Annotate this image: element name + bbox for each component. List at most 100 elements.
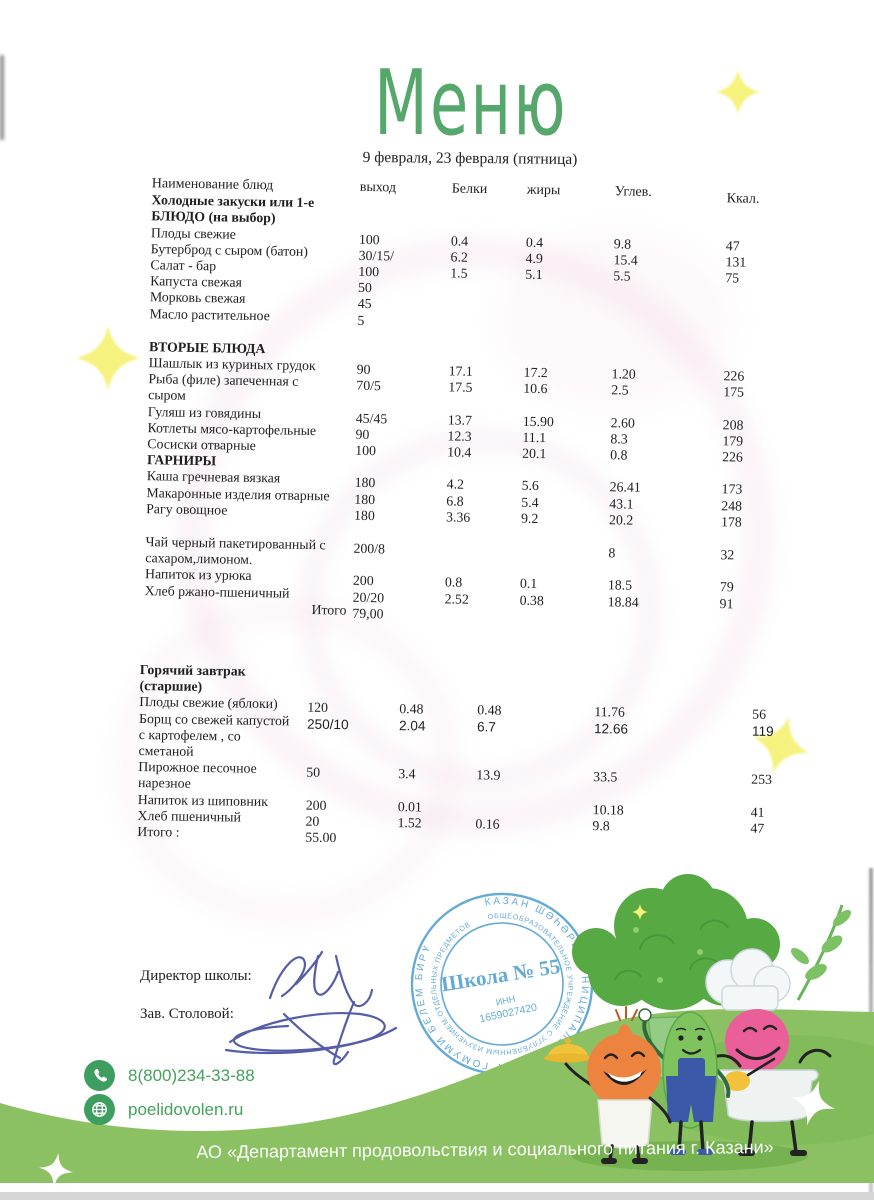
value-fat: 0.48 bbox=[477, 702, 502, 719]
value-fat: 20.1 bbox=[522, 445, 547, 462]
value-protein: 12.3 bbox=[447, 428, 472, 444]
value-fat: 15.90 bbox=[522, 413, 554, 429]
value-fat: 0.4 bbox=[525, 234, 544, 250]
chef-hat-icon bbox=[705, 948, 791, 1011]
stamp-inn-label: ИНН bbox=[495, 994, 516, 1008]
pot-chef-character bbox=[704, 948, 832, 1156]
value-out: 50 bbox=[306, 764, 321, 781]
value-protein: 17.1 bbox=[448, 363, 473, 379]
value-carbs: 26.41 bbox=[609, 479, 641, 496]
value-out: 79,00 bbox=[352, 605, 384, 622]
value-kcal: 47 bbox=[750, 820, 765, 836]
value-protein: 0.01 bbox=[397, 798, 423, 815]
value-out: 180 bbox=[353, 507, 375, 524]
value-fat: 13.9 bbox=[476, 767, 501, 783]
director-signature-label: Директор школы: bbox=[140, 968, 252, 984]
white-sparkle-icon bbox=[39, 1153, 73, 1187]
canteen-signature-label: Зав. Столовой: bbox=[140, 1006, 234, 1022]
value-carbs: 9.8 bbox=[592, 817, 610, 834]
value-protein: 2.52 bbox=[444, 591, 469, 607]
onion-character bbox=[544, 1006, 672, 1164]
contact-phone-row: 8(800)234-33-88 bbox=[84, 1060, 255, 1091]
value-carbs: 2.5 bbox=[611, 382, 629, 398]
value-protein: 4.2 bbox=[446, 476, 465, 493]
value-out: 100 bbox=[358, 231, 380, 247]
value-out: 120 bbox=[307, 700, 329, 716]
menu-section: ВТОРЫЕ БЛЮДА Шашлык из куриных грудок 90 17… bbox=[135, 339, 817, 465]
cucumber-character bbox=[638, 1008, 731, 1155]
value-fat: 11.1 bbox=[522, 429, 547, 445]
column-header-carbs: Углев. bbox=[614, 184, 652, 200]
phone-number: 8(800)234-33-88 bbox=[128, 1065, 255, 1085]
value-kcal: 79 bbox=[719, 579, 734, 595]
value-fat: 9.2 bbox=[520, 510, 539, 526]
value-kcal: 41 bbox=[750, 804, 765, 820]
value-carbs: 18.84 bbox=[607, 593, 639, 610]
value-carbs bbox=[613, 317, 725, 319]
value-protein: 3.36 bbox=[445, 509, 471, 525]
value-out: 50 bbox=[357, 280, 373, 296]
value-fat bbox=[525, 299, 613, 301]
value-kcal: 75 bbox=[725, 270, 740, 286]
contact-site-row: poelidovolen.ru bbox=[84, 1094, 243, 1125]
value-protein: 3.4 bbox=[398, 766, 416, 782]
column-header-out: выход bbox=[359, 179, 397, 196]
phone-icon bbox=[84, 1060, 115, 1091]
column-header-protein: Белки bbox=[451, 181, 488, 198]
value-out: 100 bbox=[355, 442, 377, 459]
section-heading: Горячий завтрак (старшие) bbox=[139, 662, 246, 695]
value-protein: 6.2 bbox=[450, 249, 469, 265]
globe-icon bbox=[84, 1094, 115, 1125]
canteen-signature-ink bbox=[224, 1000, 398, 1066]
director-signature-ink bbox=[268, 950, 374, 1008]
value-kcal: 248 bbox=[721, 497, 743, 514]
value-kcal: 175 bbox=[723, 384, 745, 400]
value-kcal: 226 bbox=[723, 368, 745, 384]
value-out: 100 bbox=[358, 263, 380, 280]
value-out: 250/10 bbox=[306, 716, 349, 732]
value-protein: 1.52 bbox=[397, 814, 422, 831]
value-carbs: 2.60 bbox=[610, 414, 636, 431]
value-kcal: 119 bbox=[751, 723, 774, 739]
scan-edge-artifact bbox=[0, 55, 4, 140]
scan-edge-artifact bbox=[0, 1192, 874, 1200]
value-carbs: 33.5 bbox=[593, 769, 618, 785]
value-kcal: 208 bbox=[722, 416, 744, 433]
value-protein: 2.04 bbox=[398, 717, 426, 734]
value-out: 90 bbox=[356, 361, 371, 378]
menu-section: Холодные закуски или 1-е БЛЮДО (на выбор… bbox=[137, 192, 819, 333]
menu-date: 9 февраля, 23 февраля (пятница) bbox=[362, 148, 578, 169]
column-header-kcal: Ккал. bbox=[726, 191, 760, 207]
value-out: 5 bbox=[357, 312, 365, 328]
value-carbs: 9.8 bbox=[613, 235, 632, 252]
value-fat: 6.7 bbox=[476, 718, 497, 735]
school-stamp: КАЗАН ШӘҺӘРЕ МУНИЦИПАЛЬ БЮДЖЕТ ГОМУМИ БЕ… bbox=[404, 886, 600, 1082]
value-fat: 5.1 bbox=[525, 266, 543, 283]
value-carbs bbox=[613, 301, 725, 303]
white-sparkle-icon bbox=[790, 1080, 836, 1126]
value-out: 20/20 bbox=[352, 589, 385, 605]
value-protein: 6.8 bbox=[446, 493, 464, 509]
website-url: poelidovolen.ru bbox=[128, 1099, 244, 1119]
value-carbs: 43.1 bbox=[609, 495, 634, 512]
dish-name: Борщ со свежей капустой с картофелем , с… bbox=[138, 710, 290, 759]
menu-title-art: Меню bbox=[374, 51, 565, 156]
yellow-sparkle-icon bbox=[716, 70, 760, 114]
value-kcal bbox=[725, 319, 798, 320]
yellow-sparkle-icon bbox=[753, 717, 809, 773]
menu-section: Чай черный пакетированный с сахаром,лимо… bbox=[132, 534, 813, 627]
menu-table-main: Наименование блюд выход Белки жиры Углев… bbox=[132, 176, 820, 627]
value-carbs: 20.2 bbox=[608, 512, 634, 528]
value-protein: 1.5 bbox=[450, 265, 468, 281]
value-carbs: 0.8 bbox=[610, 447, 628, 463]
value-protein: 0.4 bbox=[450, 233, 469, 249]
dish-cloche-icon bbox=[544, 1038, 592, 1063]
value-fat: 0.1 bbox=[519, 576, 538, 592]
footer-illustration bbox=[0, 874, 874, 1187]
dish-name: Пирожное песочное нарезное bbox=[137, 759, 257, 792]
value-out: 200 bbox=[352, 573, 374, 589]
value-protein: 13.7 bbox=[447, 412, 473, 428]
broccoli-sparkle-icon bbox=[632, 904, 648, 920]
dish-name: Чай черный пакетированный с сахаром,лимо… bbox=[145, 534, 326, 568]
value-kcal: 47 bbox=[725, 237, 740, 254]
